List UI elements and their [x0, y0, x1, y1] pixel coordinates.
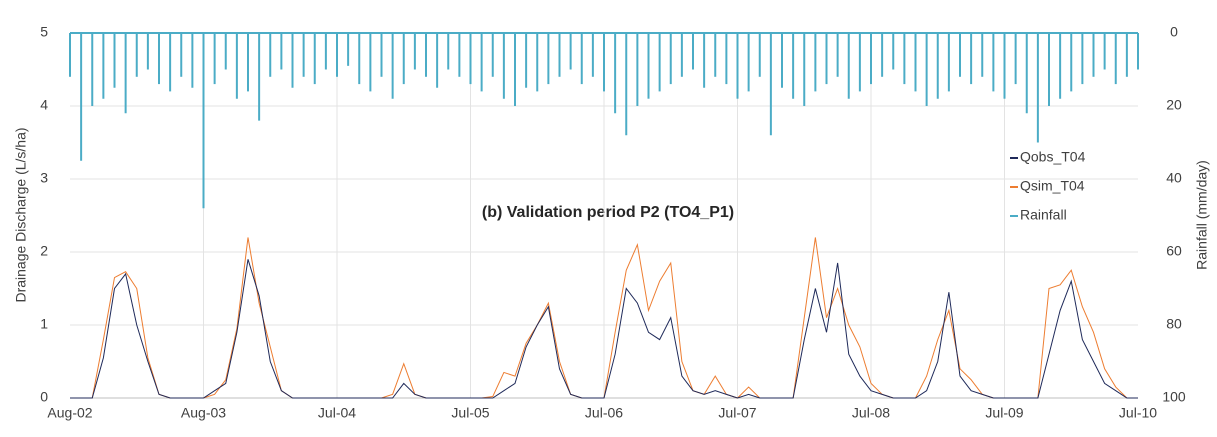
x-tick-label: Jul-10	[1119, 405, 1157, 421]
y-tick-label: 4	[40, 97, 48, 113]
y2-tick-label: 40	[1166, 170, 1182, 186]
y-tick-label: 3	[40, 170, 48, 186]
legend-label: Rainfall	[1020, 207, 1067, 223]
x-tick-label: Jul-08	[852, 405, 890, 421]
x-tick-label: Jul-04	[318, 405, 356, 421]
x-tick-label: Aug-03	[181, 405, 226, 421]
x-tick-label: Jul-09	[985, 405, 1023, 421]
y-tick-label: 2	[40, 243, 48, 259]
y-tick-label: 1	[40, 316, 48, 332]
x-tick-label: Jul-07	[718, 405, 756, 421]
x-tick-label: Aug-02	[47, 405, 92, 421]
y2-tick-label: 60	[1166, 243, 1182, 259]
y-tick-label: 5	[40, 24, 48, 40]
y-axis-label: Drainage Discharge (L/s/ha)	[13, 127, 29, 302]
y2-tick-label: 0	[1170, 24, 1178, 40]
y2-tick-label: 100	[1162, 389, 1186, 405]
y-tick-label: 0	[40, 389, 48, 405]
y2-axis-label: Rainfall (mm/day)	[1194, 160, 1210, 270]
chart-title: (b) Validation period P2 (TO4_P1)	[482, 204, 734, 221]
legend-label: Qobs_T04	[1020, 149, 1086, 165]
series-line	[70, 259, 1138, 399]
y2-tick-label: 20	[1166, 97, 1182, 113]
x-tick-label: Jul-05	[451, 405, 489, 421]
legend-label: Qsim_T04	[1020, 178, 1085, 194]
y2-tick-label: 80	[1166, 316, 1182, 332]
x-tick-label: Jul-06	[585, 405, 623, 421]
